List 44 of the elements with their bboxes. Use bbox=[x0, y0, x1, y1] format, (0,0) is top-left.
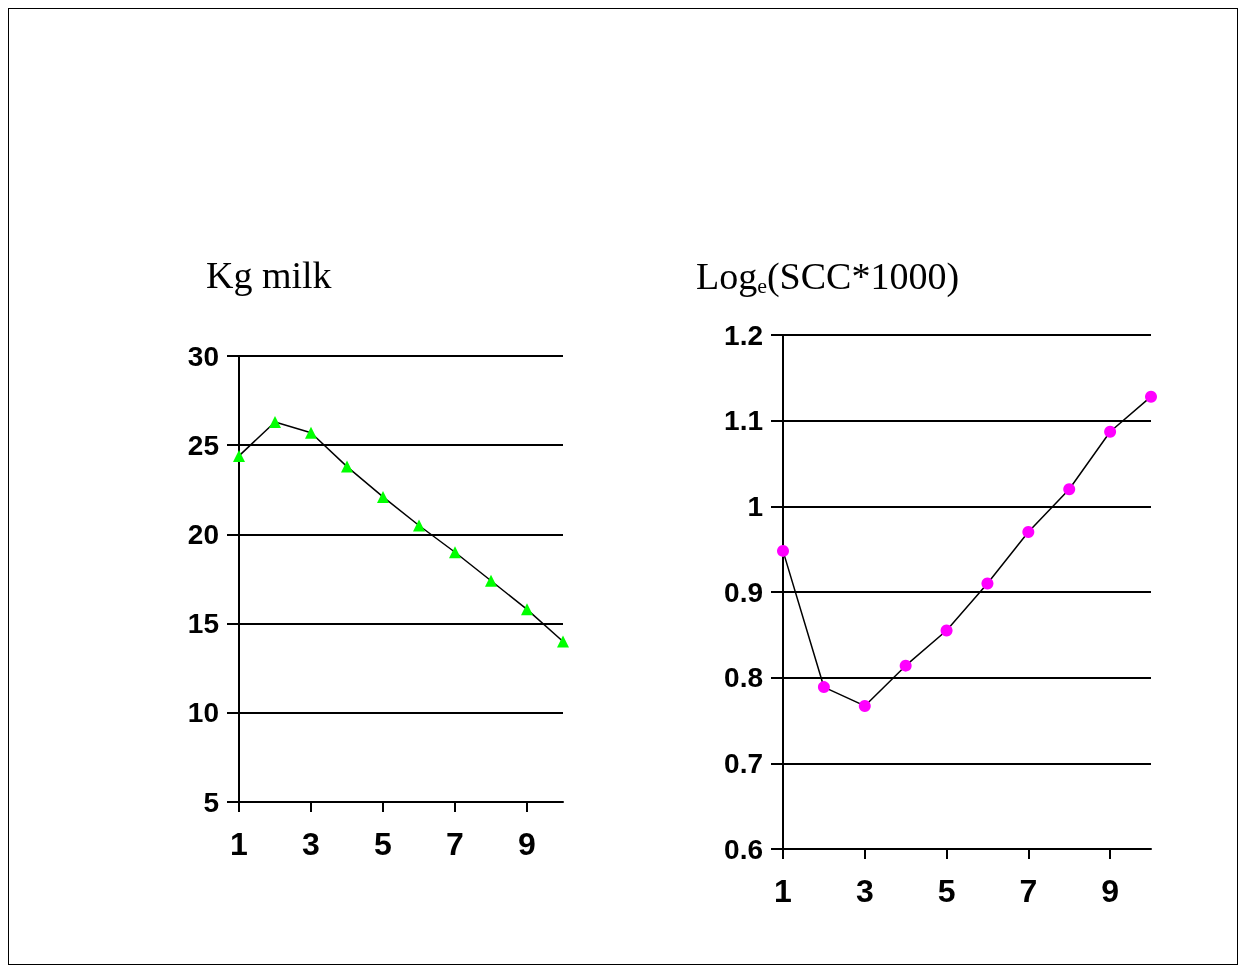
y-tick-label: 0.7 bbox=[724, 747, 763, 779]
point bbox=[521, 603, 533, 616]
point bbox=[449, 546, 461, 559]
x-tick-label: 9 bbox=[1101, 873, 1120, 909]
point bbox=[269, 416, 281, 429]
point bbox=[377, 490, 389, 503]
point bbox=[858, 699, 871, 712]
point bbox=[305, 426, 317, 439]
chart-title: Kg milk bbox=[206, 254, 332, 296]
point bbox=[899, 659, 912, 672]
y-tick-label: 5 bbox=[203, 786, 219, 818]
y-tick-label: 0.8 bbox=[724, 662, 763, 694]
point bbox=[557, 635, 569, 648]
y-tick-label: 10 bbox=[187, 697, 219, 729]
y-tick-label: 0.6 bbox=[724, 833, 763, 865]
point bbox=[1104, 425, 1117, 438]
x-tick-label: 5 bbox=[937, 873, 956, 909]
x-tick-label: 3 bbox=[302, 826, 320, 862]
y-tick-label: 15 bbox=[187, 608, 219, 640]
y-tick-label: 25 bbox=[187, 429, 219, 461]
x-tick-label: 5 bbox=[374, 826, 392, 862]
x-tick-label: 3 bbox=[855, 873, 874, 909]
point bbox=[1145, 390, 1157, 403]
x-tick-label: 9 bbox=[518, 826, 536, 862]
point bbox=[777, 544, 789, 557]
y-tick-label: 1.1 bbox=[724, 405, 763, 437]
y-tick-label: 0.9 bbox=[724, 576, 763, 608]
x-tick-label: 1 bbox=[774, 873, 792, 909]
point bbox=[233, 449, 245, 462]
point bbox=[940, 624, 953, 637]
x-tick-label: 7 bbox=[446, 826, 464, 862]
point bbox=[981, 577, 994, 590]
point bbox=[1063, 483, 1076, 496]
y-tick-label: 1.2 bbox=[724, 319, 763, 351]
point bbox=[485, 574, 497, 587]
point bbox=[341, 460, 353, 473]
point bbox=[1022, 526, 1035, 539]
y-tick-label: 1 bbox=[747, 490, 763, 522]
point bbox=[413, 519, 425, 532]
y-tick-label: 20 bbox=[187, 518, 219, 550]
x-tick-label: 1 bbox=[230, 826, 248, 862]
x-tick-label: 7 bbox=[1019, 873, 1038, 909]
point bbox=[817, 681, 830, 694]
y-tick-label: 30 bbox=[187, 340, 219, 372]
